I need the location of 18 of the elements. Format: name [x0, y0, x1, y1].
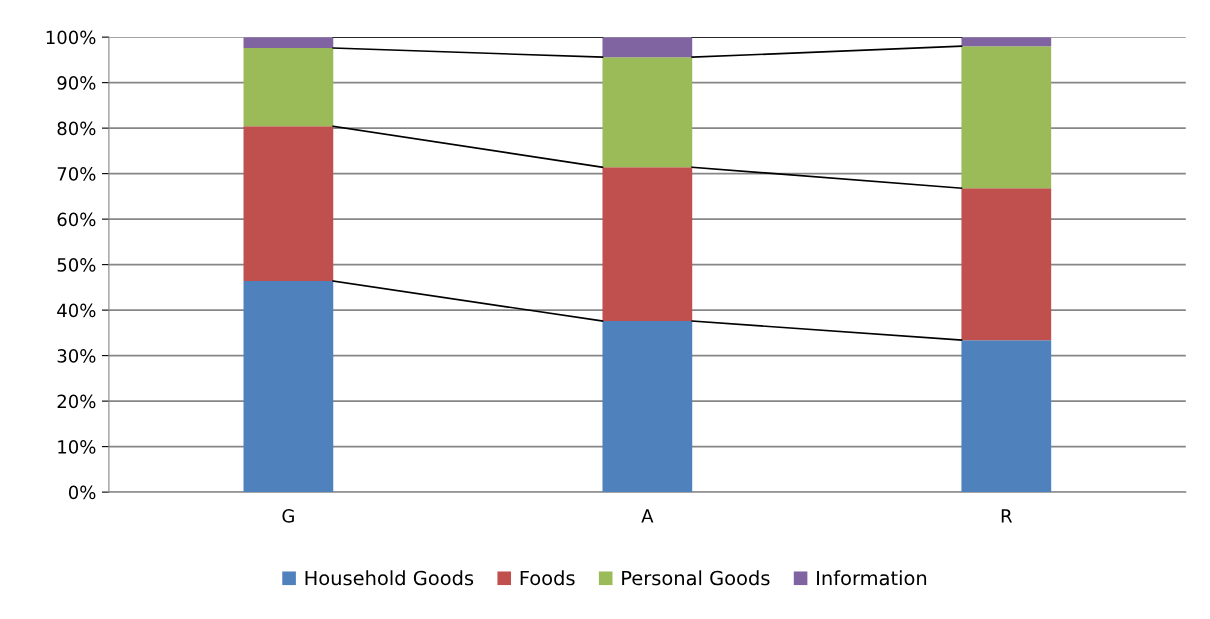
legend-label: Personal Goods	[622, 570, 770, 586]
y-tick-label: 10%	[58, 440, 96, 454]
legend-label: Foods	[520, 570, 575, 586]
y-tick-label: 80%	[57, 121, 96, 136]
x-tick-label: A	[641, 509, 654, 523]
y-tick-label: 20%	[57, 394, 96, 409]
y-tick-label: 50%	[57, 258, 96, 272]
legend-label: Household Goods	[305, 570, 474, 586]
y-tick-label: 40%	[57, 303, 96, 318]
y-tick-label: 30%	[57, 349, 96, 363]
y-tick-label: 0%	[68, 485, 96, 500]
x-tick-label: G	[282, 509, 294, 523]
y-tick-label: 70%	[57, 167, 96, 181]
x-tick-label: R	[1001, 509, 1013, 523]
y-tick-label: 100%	[46, 30, 96, 45]
y-tick-label: 60%	[57, 212, 96, 227]
legend-label: Information	[817, 570, 927, 586]
y-tick-label: 90%	[57, 76, 96, 90]
